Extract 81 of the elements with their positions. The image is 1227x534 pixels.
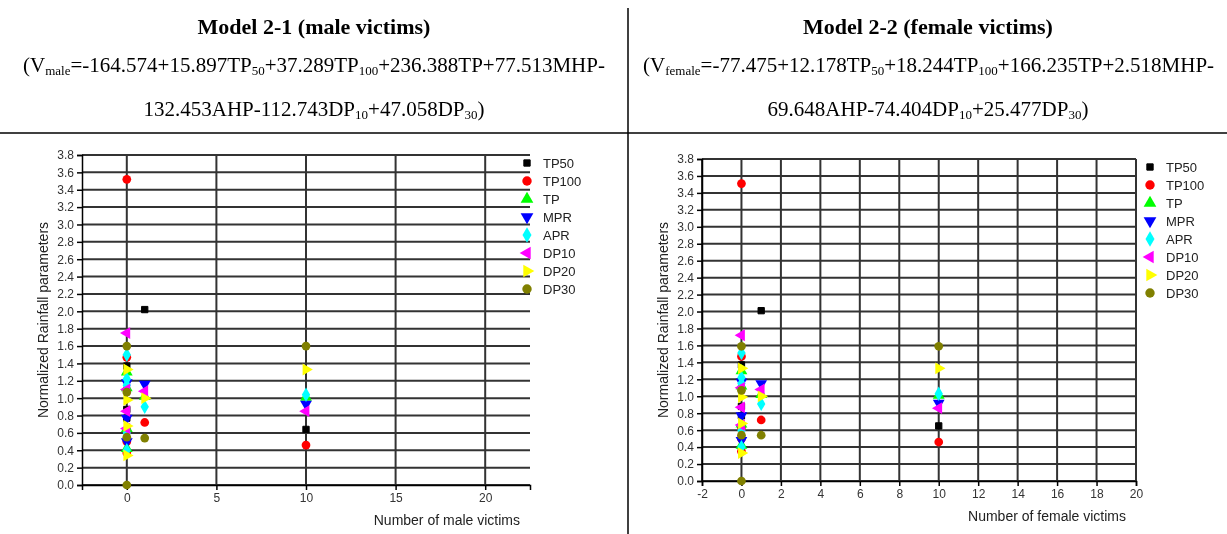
legend-label: TP100	[1166, 178, 1205, 193]
y-tick-label: 1.8	[677, 321, 695, 336]
y-tick-label: 1.6	[57, 339, 75, 354]
text: (V$_{female}$=-77.475+12.178TP$_{50}$+18.244TP$_{100}$+166.235TP+2.518MHP-69.648AHP-74.404DP$_{10}$+25.477DP$_{30}$)	[643, 53, 1215, 122]
legend-label: DP30	[543, 282, 576, 297]
x-tick-label: 16	[1050, 486, 1065, 501]
x-tick-label: 12	[972, 486, 986, 501]
y-tick-label: 0.8	[57, 408, 75, 423]
y-tick-label: 0.0	[677, 474, 695, 489]
x-tick-label: 14	[1011, 486, 1026, 501]
y-tick-label: 3.2	[677, 203, 695, 218]
y-tick-label: 2.6	[57, 252, 75, 267]
x-tick-label: -2	[697, 486, 709, 501]
y-tick-label: 0.6	[677, 423, 695, 438]
x-tick-label: 18	[1090, 486, 1105, 501]
y-axis-title: Normalized Rainfall parameters	[655, 221, 671, 419]
x-axis-title: Number of male victims	[373, 512, 520, 528]
y-tick-label: 0.2	[57, 460, 75, 475]
x-tick-label: 2	[778, 486, 786, 501]
y-tick-label: 1.2	[677, 372, 695, 387]
y-tick-label: 3.6	[677, 169, 695, 184]
y-tick-label: 2.4	[57, 269, 75, 284]
y-tick-label: 2.4	[677, 270, 695, 285]
legend-label: TP100	[543, 174, 582, 189]
y-tick-label: 0.8	[677, 406, 695, 421]
x-tick-label: 5	[213, 490, 221, 505]
y-tick-label: 1.2	[57, 374, 75, 389]
y-tick-label: 0.4	[57, 443, 75, 458]
chart-title: Model 2-1 (male victims)	[196, 14, 432, 40]
y-tick-label: 1.0	[57, 391, 75, 406]
x-tick-label: 0	[738, 486, 746, 501]
text: (V$_{male}$=-164.574+15.897TP$_{50}$+37.289TP$_{100}$+236.388TP+77.513MHP-132.453AHP-112.743DP$_{10}$+47.058DP$_{30}$)	[23, 53, 605, 122]
legend-label: DP20	[1166, 268, 1199, 283]
x-tick-label: 8	[896, 486, 904, 501]
legend-label: DP10	[543, 246, 576, 261]
y-tick-label: 3.4	[677, 186, 695, 201]
y-tick-label: 3.0	[57, 217, 75, 232]
y-tick-label: 0.4	[677, 440, 695, 455]
legend-label: TP	[1166, 196, 1183, 211]
legend-label: DP10	[1166, 250, 1199, 265]
legend-label: MPR	[1166, 214, 1195, 229]
y-tick-label: 3.0	[677, 220, 695, 235]
y-tick-label: 2.8	[677, 237, 695, 252]
y-tick-label: 1.8	[57, 322, 75, 337]
y-tick-label: 3.2	[57, 200, 75, 215]
y-tick-label: 1.4	[677, 355, 695, 370]
y-tick-label: 3.6	[57, 165, 75, 180]
legend-label: TP50	[543, 156, 575, 171]
x-tick-label: 20	[1129, 486, 1144, 501]
legend-label: TP	[543, 192, 560, 207]
y-tick-label: 1.0	[677, 389, 695, 404]
y-tick-label: 0.0	[57, 478, 75, 493]
y-tick-label: 0.2	[677, 457, 695, 472]
y-tick-label: 0.6	[57, 426, 75, 441]
y-tick-label: 2.0	[57, 304, 75, 319]
y-tick-label: 2.0	[677, 304, 695, 319]
y-tick-label: 2.6	[677, 254, 695, 269]
x-tick-label: 10	[299, 490, 314, 505]
legend-label: APR	[543, 228, 570, 243]
legend-label: TP50	[1166, 160, 1198, 175]
x-tick-label: 20	[479, 490, 493, 505]
y-tick-label: 1.4	[57, 356, 75, 371]
legend-label: DP30	[1166, 286, 1199, 301]
y-tick-label: 3.4	[57, 183, 75, 198]
y-tick-label: 2.8	[57, 235, 75, 250]
x-tick-label: 0	[123, 490, 131, 505]
y-tick-label: 1.6	[677, 338, 695, 353]
x-tick-label: 4	[817, 486, 825, 501]
y-tick-label: 3.8	[57, 148, 75, 163]
chart-title: Model 2-2 (female victims)	[802, 14, 1054, 40]
y-tick-label: 2.2	[57, 287, 75, 302]
x-axis-title: Number of female victims	[968, 508, 1126, 524]
y-tick-label: 3.8	[677, 152, 695, 167]
y-tick-label: 2.2	[677, 287, 695, 302]
legend-label: APR	[1166, 232, 1193, 247]
legend-label: MPR	[543, 210, 572, 225]
x-tick-label: 15	[389, 490, 404, 505]
legend-label: DP20	[543, 264, 576, 279]
x-tick-label: 6	[856, 486, 864, 501]
y-axis-title: Normalized Rainfall parameters	[35, 221, 51, 419]
x-tick-label: 10	[932, 486, 947, 501]
